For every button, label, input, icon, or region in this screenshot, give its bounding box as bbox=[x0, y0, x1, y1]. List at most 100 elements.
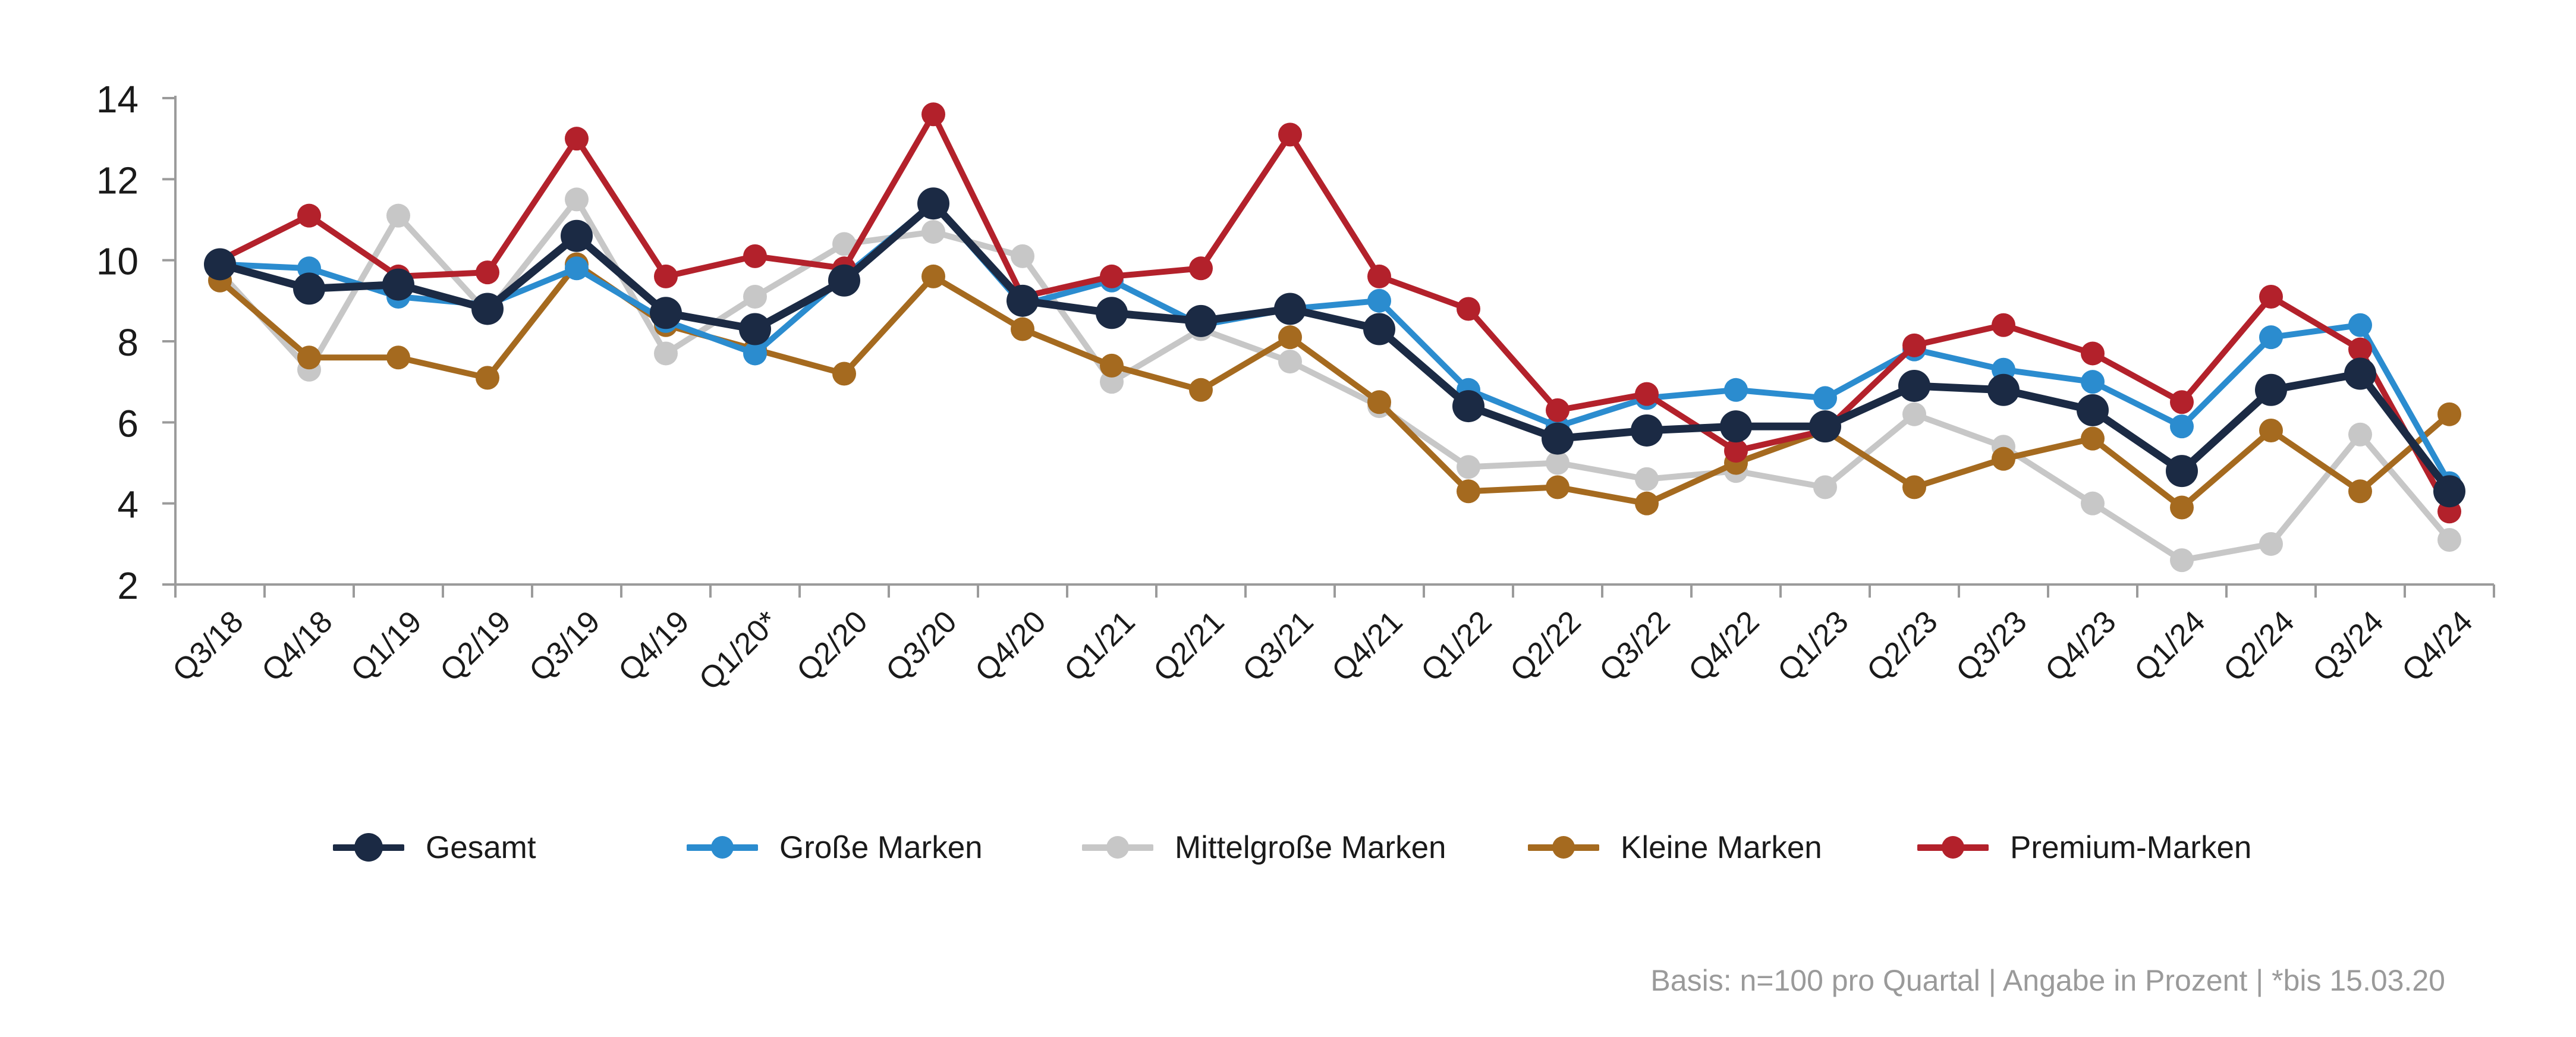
data-point-kleine-marken bbox=[1635, 491, 1659, 516]
x-tick-label: Q1/20* bbox=[693, 604, 785, 696]
x-tick-label: Q2/22 bbox=[1504, 604, 1587, 688]
data-point-mittelgrosse-marken bbox=[2437, 528, 2461, 552]
data-point-gesamt bbox=[2433, 475, 2465, 508]
x-tick-label: Q1/22 bbox=[1414, 604, 1498, 688]
data-point-gesamt bbox=[204, 248, 236, 281]
data-point-gesamt bbox=[650, 297, 682, 329]
legend-item-grosse-marken[interactable]: Große Marken bbox=[687, 821, 983, 874]
legend-swatch-premium-marken bbox=[1917, 829, 1989, 865]
legend-swatch-grosse-marken bbox=[687, 829, 758, 865]
x-tick-label: Q4/24 bbox=[2395, 604, 2479, 688]
data-point-kleine-marken bbox=[1011, 317, 1034, 341]
data-point-gesamt bbox=[828, 264, 860, 297]
x-tick-label: Q3/22 bbox=[1593, 604, 1677, 688]
data-point-grosse-marken bbox=[743, 341, 767, 366]
data-point-gesamt bbox=[1631, 414, 1663, 447]
data-point-gesamt bbox=[1363, 313, 1395, 345]
legend-item-mittelgrosse-marken[interactable]: Mittelgroße Marken bbox=[1082, 821, 1446, 874]
data-point-premium-marken bbox=[2348, 337, 2372, 362]
data-point-premium-marken bbox=[1189, 256, 1213, 281]
x-tick-label: Q1/21 bbox=[1058, 604, 1141, 688]
series-line-grosse-marken bbox=[217, 200, 2452, 486]
data-point-gesamt bbox=[382, 268, 414, 301]
y-tick-label: 6 bbox=[117, 402, 139, 445]
data-point-mittelgrosse-marken bbox=[1635, 467, 1659, 491]
data-point-gesamt bbox=[1809, 410, 1841, 443]
x-tick-label: Q3/24 bbox=[2306, 604, 2390, 688]
data-point-premium-marken bbox=[743, 244, 767, 268]
data-point-gesamt bbox=[561, 219, 593, 252]
series-line-premium-marken bbox=[217, 111, 2452, 515]
x-tick-label: Q2/24 bbox=[2217, 604, 2301, 688]
data-point-gesamt bbox=[2077, 394, 2109, 426]
data-point-grosse-marken bbox=[1724, 378, 1748, 402]
series-line-gesamt bbox=[216, 199, 2454, 495]
data-point-kleine-marken bbox=[1457, 479, 1480, 504]
data-point-gesamt bbox=[1274, 293, 1306, 325]
data-point-kleine-marken bbox=[2437, 402, 2461, 426]
data-point-kleine-marken bbox=[476, 366, 499, 390]
data-point-mittelgrosse-marken bbox=[2081, 491, 2105, 516]
data-point-gesamt bbox=[1720, 410, 1752, 443]
data-point-kleine-marken bbox=[1992, 447, 2015, 471]
data-point-mittelgrosse-marken bbox=[2348, 422, 2372, 447]
data-point-grosse-marken bbox=[2081, 370, 2105, 394]
x-tick-label: Q4/23 bbox=[2039, 604, 2122, 688]
legend-label-mittelgrosse-marken: Mittelgroße Marken bbox=[1175, 829, 1446, 865]
data-point-gesamt bbox=[2166, 455, 2198, 488]
data-point-gesamt bbox=[1452, 390, 1484, 423]
x-tick-label: Q3/21 bbox=[1236, 604, 1320, 688]
footnote: Basis: n=100 pro Quartal | Angabe in Pro… bbox=[1650, 964, 2445, 997]
data-point-premium-marken bbox=[476, 260, 499, 285]
x-tick-label: Q4/20 bbox=[968, 604, 1052, 688]
data-point-premium-marken bbox=[1367, 264, 1391, 288]
data-point-gesamt bbox=[739, 313, 771, 345]
legend-swatch-gesamt bbox=[333, 829, 404, 865]
data-point-gesamt bbox=[1096, 297, 1128, 329]
data-point-kleine-marken bbox=[2259, 418, 2283, 442]
x-tick-label: Q4/22 bbox=[1682, 604, 1766, 688]
data-point-mittelgrosse-marken bbox=[386, 203, 410, 228]
data-point-kleine-marken bbox=[386, 345, 410, 370]
data-point-premium-marken bbox=[1902, 333, 1926, 357]
data-point-premium-marken bbox=[1278, 122, 1302, 147]
legend-item-kleine-marken[interactable]: Kleine Marken bbox=[1528, 821, 1822, 874]
data-point-kleine-marken bbox=[921, 264, 945, 288]
data-point-premium-marken bbox=[1724, 439, 1748, 463]
data-point-premium-marken bbox=[1635, 382, 1659, 406]
data-point-gesamt bbox=[1542, 422, 1574, 455]
x-tick-label: Q1/23 bbox=[1771, 604, 1855, 688]
data-point-kleine-marken bbox=[1902, 475, 1926, 499]
y-tick-label: 2 bbox=[117, 564, 139, 607]
x-tick-label: Q1/24 bbox=[2128, 604, 2212, 688]
x-tick-label: Q3/19 bbox=[523, 604, 606, 688]
series-line-mittelgrosse-marken bbox=[217, 196, 2452, 564]
data-point-kleine-marken bbox=[2081, 426, 2105, 451]
x-tick-label: Q2/19 bbox=[433, 604, 517, 688]
data-point-premium-marken bbox=[2170, 390, 2194, 414]
data-point-mittelgrosse-marken bbox=[565, 187, 589, 212]
legend-label-grosse-marken: Große Marken bbox=[779, 829, 983, 865]
legend-item-premium-marken[interactable]: Premium-Marken bbox=[1917, 821, 2251, 874]
legend-label-kleine-marken: Kleine Marken bbox=[1621, 829, 1822, 865]
legend-item-gesamt[interactable]: Gesamt bbox=[333, 821, 536, 874]
y-tick-label: 4 bbox=[117, 483, 139, 526]
data-point-premium-marken bbox=[654, 264, 678, 288]
x-tick-label: Q2/23 bbox=[1860, 604, 1944, 688]
data-point-grosse-marken bbox=[1367, 288, 1391, 313]
data-point-gesamt bbox=[471, 293, 504, 325]
x-tick-label: Q4/19 bbox=[612, 604, 696, 688]
data-point-kleine-marken bbox=[1278, 325, 1302, 350]
data-point-mittelgrosse-marken bbox=[921, 219, 945, 244]
line-chart: 2 4 6 8 10 12 14 Q3/18 Q4/18 Q1/19 Q2/19 Q3/19 Q4/19… bbox=[96, 78, 2495, 697]
y-tick-label: 14 bbox=[96, 78, 139, 121]
data-point-mittelgrosse-marken bbox=[1546, 451, 1569, 475]
data-point-premium-marken bbox=[297, 203, 321, 228]
x-tick-label: Q2/20 bbox=[790, 604, 874, 688]
data-point-kleine-marken bbox=[297, 345, 321, 370]
data-point-premium-marken bbox=[2081, 341, 2105, 366]
x-tick-label: Q3/18 bbox=[166, 604, 250, 688]
x-tick-label: Q4/18 bbox=[255, 604, 339, 688]
data-point-mittelgrosse-marken bbox=[1813, 475, 1837, 499]
x-tick-label: Q4/21 bbox=[1325, 604, 1409, 688]
